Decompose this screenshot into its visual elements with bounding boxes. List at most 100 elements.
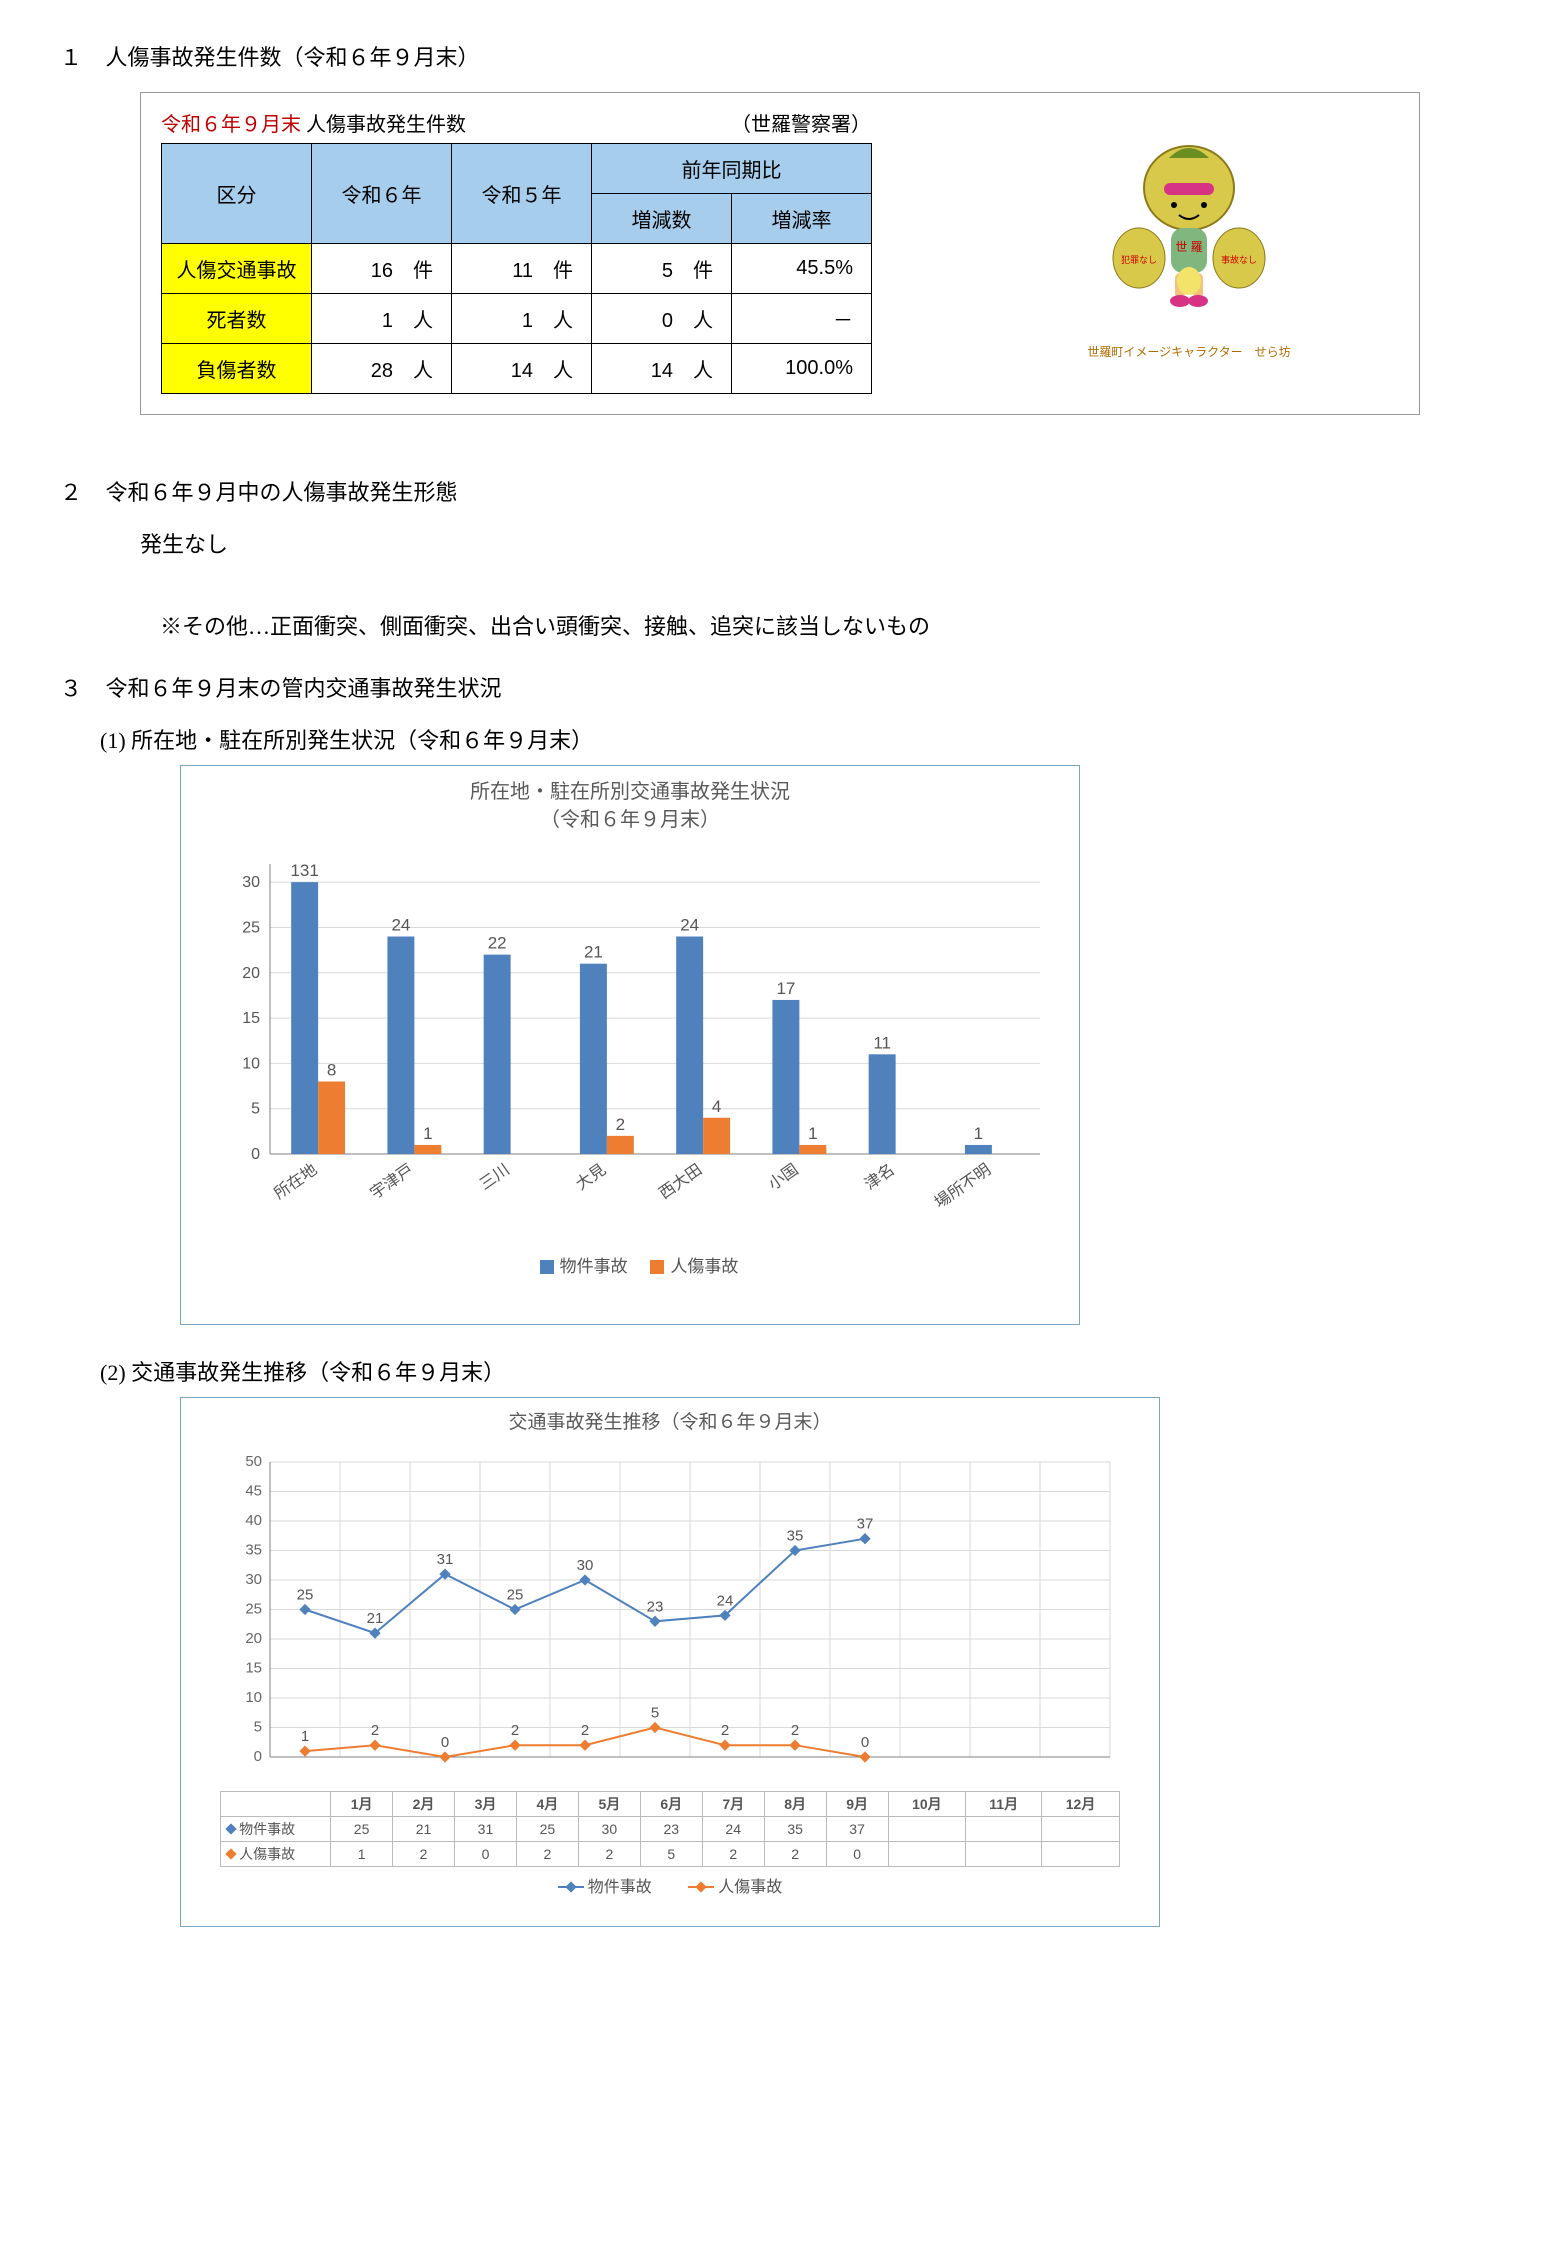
table-row: 負傷者数28 人14 人14 人100.0% [162, 344, 872, 394]
section-2-body: 発生なし [140, 527, 1489, 559]
section-3-1-number: (1) [100, 728, 126, 753]
section-3-heading: ３ 令和６年９月末の管内交通事故発生状況 [60, 671, 1489, 703]
svg-text:23: 23 [647, 1598, 664, 1615]
svg-text:2: 2 [581, 1722, 589, 1739]
bar-chart-legend: 物件事故 人傷事故 [181, 1244, 1079, 1289]
section-3-1-title: 所在地・駐在所別発生状況（令和６年９月末） [131, 728, 593, 753]
svg-text:津名: 津名 [861, 1161, 898, 1194]
svg-text:0: 0 [441, 1734, 449, 1751]
cell-r5: 14 人 [452, 344, 592, 394]
caption-title: 人傷事故発生件数 [306, 114, 466, 136]
th-yoy: 前年同期比 [592, 144, 872, 194]
svg-text:30: 30 [577, 1557, 594, 1574]
cell-rate: － [732, 294, 872, 344]
svg-text:8: 8 [327, 1061, 336, 1080]
section-3-2-number: (2) [100, 1360, 126, 1385]
section-3-2-heading: (2) 交通事故発生推移（令和６年９月末） [100, 1355, 1489, 1387]
th-diff: 増減数 [592, 194, 732, 244]
cell-r6: 16 件 [312, 244, 452, 294]
svg-text:35: 35 [245, 1541, 262, 1558]
svg-text:2: 2 [721, 1722, 729, 1739]
svg-text:大見: 大見 [573, 1161, 610, 1194]
svg-text:15: 15 [245, 1659, 262, 1676]
section-3-title: 令和６年９月末の管内交通事故発生状況 [106, 676, 502, 701]
svg-text:2: 2 [616, 1115, 625, 1134]
cell-r6: 1 人 [312, 294, 452, 344]
section-2-title: 令和６年９月中の人傷事故発生形態 [106, 480, 458, 505]
stats-table-container: 令和６年９月末 人傷事故発生件数 （世羅警察署） 区分 令和６年 令和５年 前年… [140, 92, 1420, 415]
svg-text:21: 21 [367, 1610, 384, 1627]
bar-chart: 所在地・駐在所別交通事故発生状況 （令和６年９月末） 0510152025301… [180, 765, 1080, 1325]
svg-text:1: 1 [301, 1728, 309, 1745]
svg-text:5: 5 [251, 1101, 260, 1118]
line-chart-title: 交通事故発生推移（令和６年９月末） [181, 1398, 1159, 1437]
svg-text:35: 35 [787, 1527, 804, 1544]
svg-text:17: 17 [776, 979, 795, 998]
table-row: 人傷交通事故16 件11 件5 件45.5% [162, 244, 872, 294]
svg-text:40: 40 [245, 1512, 262, 1529]
svg-text:24: 24 [717, 1592, 734, 1609]
section-3-1-heading: (1) 所在地・駐在所別発生状況（令和６年９月末） [100, 723, 1489, 755]
line-chart-data-table: 1月2月3月4月5月6月7月8月9月10月11月12月物件事故252131253… [220, 1791, 1120, 1867]
section-1-title: 人傷事故発生件数（令和６年９月末） [106, 45, 480, 70]
svg-text:0: 0 [861, 1734, 869, 1751]
svg-text:5: 5 [254, 1718, 262, 1735]
cell-rate: 100.0% [732, 344, 872, 394]
svg-text:10: 10 [245, 1689, 262, 1706]
th-category: 区分 [162, 144, 312, 244]
section-2-note: ※その他…正面衝突、側面衝突、出合い頭衝突、接触、追突に該当しないもの [160, 609, 1489, 641]
svg-text:4: 4 [712, 1097, 721, 1116]
mascot-tag-left: 犯罪なし [1121, 255, 1157, 265]
svg-text:15: 15 [242, 1010, 260, 1027]
svg-text:5: 5 [651, 1704, 659, 1721]
cell-rate: 45.5% [732, 244, 872, 294]
mascot-badge-text: 世 羅 [1175, 240, 1202, 254]
svg-text:22: 22 [488, 934, 507, 953]
row-label: 負傷者数 [162, 344, 312, 394]
svg-text:11: 11 [873, 1033, 891, 1052]
section-3-number: ３ [60, 671, 100, 703]
svg-text:0: 0 [254, 1748, 262, 1765]
th-r6: 令和６年 [312, 144, 452, 244]
mascot-caption: 世羅町イメージキャラクター せら坊 [1079, 343, 1299, 360]
svg-text:25: 25 [245, 1600, 262, 1617]
svg-text:20: 20 [242, 965, 260, 982]
svg-text:50: 50 [245, 1453, 262, 1470]
svg-text:131: 131 [290, 861, 318, 880]
th-r5: 令和５年 [452, 144, 592, 244]
svg-text:45: 45 [245, 1482, 262, 1499]
row-label: 死者数 [162, 294, 312, 344]
line-chart: 交通事故発生推移（令和６年９月末） 0510152025303540455025… [180, 1397, 1160, 1927]
svg-text:30: 30 [245, 1571, 262, 1588]
line-chart-legend: 物件事故 人傷事故 [181, 1867, 1159, 1907]
svg-text:30: 30 [242, 874, 260, 891]
caption-source: （世羅警察署） [731, 114, 871, 136]
cell-diff: 14 人 [592, 344, 732, 394]
section-3-2-title: 交通事故発生推移（令和６年９月末） [131, 1360, 505, 1385]
th-rate: 増減率 [732, 194, 872, 244]
svg-text:24: 24 [680, 916, 699, 935]
stats-table: 区分 令和６年 令和５年 前年同期比 増減数 増減率 人傷交通事故16 件11 … [161, 143, 872, 394]
svg-text:2: 2 [371, 1722, 379, 1739]
svg-text:宇津戸: 宇津戸 [367, 1161, 417, 1203]
caption-period: 令和６年９月末 [161, 114, 301, 136]
section-1-heading: １ 人傷事故発生件数（令和６年９月末） [60, 40, 1489, 72]
mascot-image: 世 羅 犯罪なし 事故なし 世羅町イメージキャラクター せら坊 [1079, 133, 1299, 360]
section-2-heading: ２ 令和６年９月中の人傷事故発生形態 [60, 475, 1489, 507]
svg-text:三川: 三川 [477, 1161, 513, 1193]
svg-text:25: 25 [507, 1586, 524, 1603]
cell-r6: 28 人 [312, 344, 452, 394]
cell-diff: 0 人 [592, 294, 732, 344]
svg-text:0: 0 [251, 1146, 260, 1163]
svg-text:31: 31 [437, 1551, 454, 1568]
svg-text:1: 1 [423, 1124, 432, 1143]
cell-diff: 5 件 [592, 244, 732, 294]
cell-r5: 1 人 [452, 294, 592, 344]
section-1-number: １ [60, 40, 100, 72]
svg-text:10: 10 [242, 1055, 260, 1072]
svg-text:1: 1 [974, 1124, 983, 1143]
mascot-tag-right: 事故なし [1221, 254, 1257, 265]
svg-text:場所不明: 場所不明 [931, 1161, 994, 1212]
table-row: 死者数1 人1 人0 人－ [162, 294, 872, 344]
svg-text:25: 25 [297, 1586, 314, 1603]
